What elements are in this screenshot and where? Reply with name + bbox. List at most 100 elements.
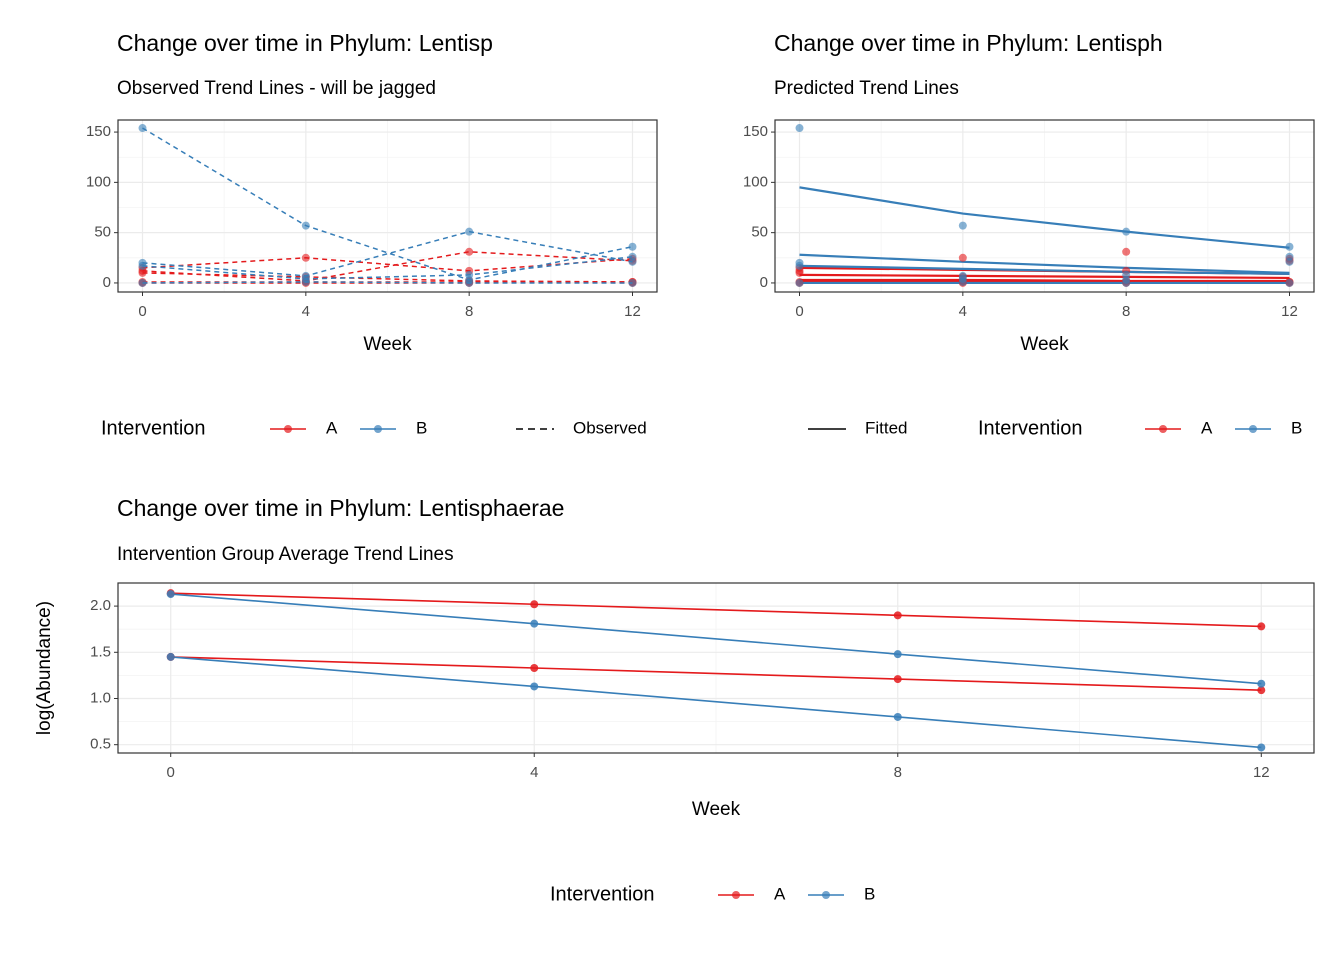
x-tick-label: 0: [138, 303, 146, 320]
observed-point: [1285, 278, 1294, 287]
y-tick-label: 0: [103, 274, 111, 291]
panel: Change over time in Phylum: Lentisph Pred…: [743, 30, 1315, 439]
observed-point: [958, 221, 967, 230]
observed-point: [1285, 252, 1294, 261]
y-tick-label: 100: [743, 173, 768, 190]
observed-point: [1122, 227, 1131, 236]
observed-point: [138, 278, 147, 287]
fitted-point: [893, 650, 902, 659]
observed-point: [795, 268, 804, 277]
legend-title: Intervention: [978, 417, 1083, 439]
observed-point: [301, 253, 310, 262]
x-axis-label: Week: [1020, 334, 1069, 355]
legend-label: B: [864, 884, 875, 903]
y-tick-label: 0.5: [90, 736, 111, 753]
fitted-point: [166, 590, 175, 599]
observed-line: [142, 127, 633, 281]
x-tick-label: 12: [1281, 303, 1298, 320]
legend-label: Observed: [573, 418, 647, 437]
observed-point: [958, 277, 967, 286]
legend-title: Intervention: [101, 417, 206, 439]
observed-line: [142, 230, 633, 277]
y-tick-label: 1.0: [90, 689, 111, 706]
observed-point: [795, 278, 804, 287]
observed-point: [1122, 247, 1131, 256]
fitted-line: [170, 656, 1262, 749]
panel: Change over time in Phylum: Lentisp Obser…: [86, 30, 658, 439]
fitted-point: [1257, 622, 1266, 631]
panel: Change over time in Phylum: Lentisphaera…: [34, 495, 1315, 905]
legend-key-point: [1159, 425, 1167, 433]
fitted-point: [1257, 679, 1266, 688]
x-tick-label: 4: [959, 303, 967, 320]
x-tick-label: 0: [795, 303, 803, 320]
chart-title: Change over time in Phylum: Lentisph: [774, 30, 1163, 56]
legend-key-point: [1249, 425, 1257, 433]
legend: Intervention A B: [550, 883, 875, 905]
plot-border: [117, 582, 1315, 754]
observed-point: [465, 247, 474, 256]
fitted-point: [530, 682, 539, 691]
y-tick-label: 1.5: [90, 643, 111, 660]
observed-point: [628, 252, 637, 261]
chart-subtitle: Intervention Group Average Trend Lines: [117, 544, 454, 565]
legend-title: Intervention: [550, 883, 655, 905]
fitted-line: [799, 253, 1290, 274]
y-tick-label: 150: [86, 123, 111, 140]
observed-point: [465, 227, 474, 236]
observed-point: [465, 270, 474, 279]
legend-key-point: [822, 891, 830, 899]
x-tick-label: 4: [530, 764, 538, 781]
fitted-point: [893, 675, 902, 684]
chart-title: Change over time in Phylum: Lentisp: [117, 30, 493, 56]
observed-line: [142, 256, 633, 280]
observed-point: [1122, 278, 1131, 287]
observed-point: [795, 124, 804, 133]
x-tick-label: 12: [624, 303, 641, 320]
y-tick-label: 50: [94, 224, 111, 241]
y-tick-label: 2.0: [90, 597, 111, 614]
fitted-line: [170, 656, 1262, 691]
observed-point: [958, 253, 967, 262]
legend-label: B: [1291, 418, 1302, 437]
y-tick-label: 50: [751, 224, 768, 241]
observed-line: [142, 281, 633, 284]
observed-point: [1285, 242, 1294, 251]
legend-label: A: [326, 418, 338, 437]
y-tick-label: 150: [743, 123, 768, 140]
legend-key-point: [284, 425, 292, 433]
x-tick-label: 0: [167, 764, 175, 781]
observed-line: [142, 272, 633, 283]
y-tick-label: 100: [86, 173, 111, 190]
legend-label: A: [774, 884, 786, 903]
observed-point: [1122, 270, 1131, 279]
observed-point: [465, 278, 474, 287]
legend-label: Fitted: [865, 418, 908, 437]
observed-point: [628, 242, 637, 251]
legend-label: A: [1201, 418, 1213, 437]
observed-point: [138, 268, 147, 277]
observed-point: [795, 261, 804, 270]
observed-point: [301, 277, 310, 286]
legend-key-point: [374, 425, 382, 433]
x-tick-label: 12: [1253, 764, 1270, 781]
observed-point: [301, 221, 310, 230]
observed-point: [138, 124, 147, 133]
x-axis-label: Week: [363, 334, 412, 355]
plot-area: [138, 124, 637, 287]
x-tick-label: 4: [302, 303, 310, 320]
fitted-point: [530, 600, 539, 609]
x-tick-label: 8: [894, 764, 902, 781]
observed-point: [628, 278, 637, 287]
fitted-line: [799, 264, 1290, 275]
fitted-point: [530, 619, 539, 628]
fitted-point: [530, 664, 539, 672]
observed-point: [138, 261, 147, 270]
fitted-point: [893, 611, 902, 620]
legend: Intervention A B Observed: [101, 417, 647, 439]
legend-key-point: [732, 891, 740, 899]
plot-border: [117, 119, 658, 293]
fitted-line: [170, 592, 1262, 628]
fitted-point: [166, 652, 175, 661]
